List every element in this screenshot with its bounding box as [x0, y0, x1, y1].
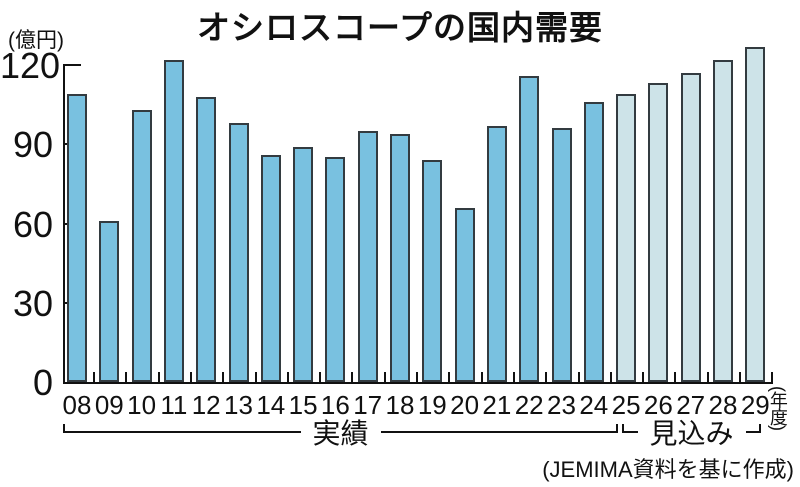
x-tick-label-17: 17 [353, 390, 383, 420]
y-axis-line [63, 64, 65, 384]
x-tick-label-21: 21 [482, 390, 512, 420]
x-tick-mark-25 [642, 372, 645, 382]
bar-11 [163, 60, 184, 382]
x-tick-label-19: 19 [417, 390, 447, 420]
x-tick-mark-27 [706, 372, 709, 382]
x-tick-mark-24 [609, 372, 612, 382]
y-tick-label-60: 60 [12, 203, 53, 245]
y-tick-label-90: 90 [12, 124, 53, 166]
x-tick-label-28: 28 [708, 390, 738, 420]
y-tick-mark-120 [65, 64, 81, 66]
bar-17 [357, 131, 378, 382]
x-tick-label-29: 29 [740, 390, 770, 420]
x-tick-mark-14 [286, 372, 289, 382]
bar-16 [325, 157, 346, 382]
x-tick-mark-17 [383, 372, 386, 382]
bar-14 [260, 155, 281, 382]
x-tick-mark-11 [189, 372, 192, 382]
x-tick-label-09: 09 [94, 390, 124, 420]
x-tick-label-24: 24 [579, 390, 609, 420]
chart-title: オシロスコープの国内需要 [196, 9, 604, 46]
bar-13 [228, 123, 249, 382]
x-tick-label-25: 25 [611, 390, 641, 420]
x-tick-label-22: 22 [514, 390, 544, 420]
bar-20 [454, 208, 475, 382]
x-axis-unit-label: (年度) [767, 386, 788, 430]
x-tick-mark-23 [577, 372, 580, 382]
source-note: (JEMIMA資料を基に作成) [542, 457, 794, 482]
bar-24 [583, 102, 604, 382]
x-tick-mark-13 [254, 372, 257, 382]
x-tick-mark-08 [93, 372, 95, 382]
x-tick-label-12: 12 [191, 390, 221, 420]
x-tick-mark-15 [319, 372, 322, 382]
bar-23 [551, 128, 572, 382]
x-tick-label-10: 10 [127, 390, 157, 420]
bar-22 [519, 76, 540, 382]
y-tick-label-30: 30 [12, 282, 53, 324]
x-tick-mark-20 [480, 372, 483, 382]
bar-12 [196, 97, 217, 382]
x-tick-mark-12 [222, 372, 225, 382]
bar-08 [67, 94, 87, 382]
bar-29 [745, 47, 766, 382]
x-tick-mark-10 [157, 372, 160, 382]
x-tick-label-08: 08 [62, 390, 92, 420]
y-axis-unit-label: (億円) [8, 29, 64, 52]
x-tick-label-13: 13 [224, 390, 253, 420]
x-tick-mark-09 [125, 372, 128, 382]
x-tick-label-26: 26 [643, 390, 673, 420]
bar-10 [131, 110, 152, 382]
x-tick-mark-28 [739, 372, 741, 382]
y-tick-label-120: 120 [0, 45, 61, 86]
bar-25 [616, 94, 637, 382]
y-tick-label-0: 0 [32, 362, 53, 403]
bar-28 [713, 60, 733, 382]
forecast-group-bracket: 見込み [622, 418, 761, 450]
bar-09 [99, 221, 120, 382]
x-tick-mark-16 [351, 372, 354, 382]
x-tick-label-27: 27 [676, 390, 706, 420]
x-tick-label-20: 20 [450, 390, 480, 420]
x-tick-label-18: 18 [385, 390, 415, 420]
x-tick-mark-22 [545, 372, 548, 382]
x-tick-label-11: 11 [160, 390, 188, 420]
x-axis-line [63, 382, 773, 384]
x-tick-label-15: 15 [288, 390, 318, 420]
bar-18 [390, 134, 410, 382]
x-tick-mark-21 [512, 372, 515, 382]
bar-19 [422, 160, 443, 382]
bar-21 [486, 126, 507, 382]
actual-group-bracket: 実績 [63, 418, 618, 450]
x-tick-label-14: 14 [256, 390, 286, 420]
actual-group-label: 実績 [300, 418, 381, 450]
x-tick-mark-26 [674, 372, 677, 382]
x-tick-mark-29 [771, 372, 774, 382]
forecast-group-label: 見込み [637, 418, 746, 450]
bar-26 [648, 83, 669, 382]
x-tick-mark-19 [448, 372, 451, 382]
bar-15 [293, 147, 314, 382]
x-tick-mark-18 [416, 372, 418, 382]
x-tick-label-16: 16 [320, 390, 350, 420]
bar-27 [680, 73, 701, 382]
x-tick-label-23: 23 [547, 390, 576, 420]
